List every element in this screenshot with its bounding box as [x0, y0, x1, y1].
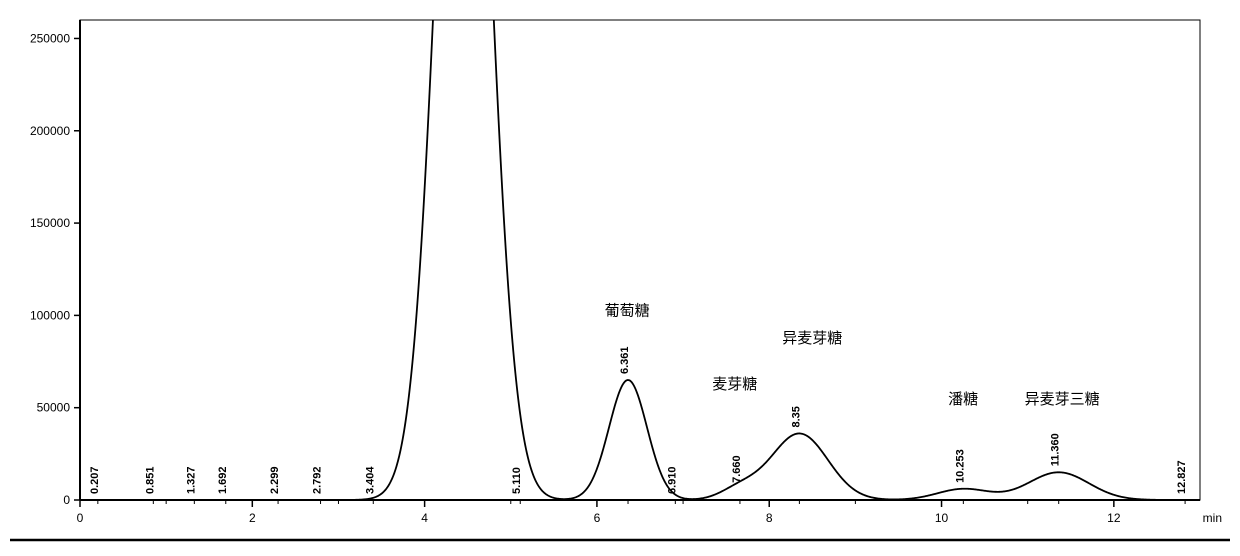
svg-text:6.910: 6.910	[666, 466, 678, 494]
svg-text:12: 12	[1107, 511, 1121, 525]
svg-text:10: 10	[935, 511, 949, 525]
svg-text:1.692: 1.692	[217, 466, 229, 494]
svg-text:12.827: 12.827	[1176, 460, 1188, 494]
svg-text:葡萄糖: 葡萄糖	[605, 302, 650, 319]
chart-svg: 0 50000 100000 150000 200000 250000 0 2 4 6 8 10 12 m…	[10, 10, 1230, 546]
svg-text:11.360: 11.360	[1050, 433, 1062, 466]
chromatogram-chart: 0 50000 100000 150000 200000 250000 0 2 4 6 8 10 12 m…	[10, 10, 1230, 546]
svg-text:10.253: 10.253	[954, 449, 966, 483]
svg-text:6: 6	[594, 511, 601, 525]
svg-text:1.327: 1.327	[185, 466, 197, 494]
svg-text:0.207: 0.207	[89, 466, 101, 494]
svg-text:250000: 250000	[30, 31, 70, 45]
svg-text:min: min	[1203, 511, 1222, 525]
svg-text:潘糖: 潘糖	[948, 391, 978, 408]
svg-text:5.110: 5.110	[511, 467, 523, 494]
svg-text:8.35: 8.35	[790, 406, 802, 427]
svg-text:50000: 50000	[37, 401, 71, 415]
svg-text:麦芽糖: 麦芽糖	[712, 376, 757, 393]
svg-text:2: 2	[249, 511, 256, 525]
svg-text:异麦芽三糖: 异麦芽三糖	[1025, 391, 1100, 408]
svg-text:7.660: 7.660	[731, 455, 743, 483]
svg-text:2.792: 2.792	[312, 466, 324, 494]
svg-text:8: 8	[766, 511, 773, 525]
svg-text:100000: 100000	[30, 308, 70, 322]
svg-text:3.404: 3.404	[364, 466, 376, 494]
svg-text:0.851: 0.851	[144, 466, 156, 494]
svg-text:0: 0	[77, 511, 84, 525]
svg-text:4: 4	[421, 511, 428, 525]
svg-text:异麦芽糖: 异麦芽糖	[782, 330, 842, 347]
svg-text:2.299: 2.299	[269, 466, 281, 494]
svg-text:0: 0	[63, 493, 70, 507]
svg-text:200000: 200000	[30, 124, 70, 138]
svg-text:150000: 150000	[30, 216, 70, 230]
svg-text:6.361: 6.361	[619, 346, 631, 374]
